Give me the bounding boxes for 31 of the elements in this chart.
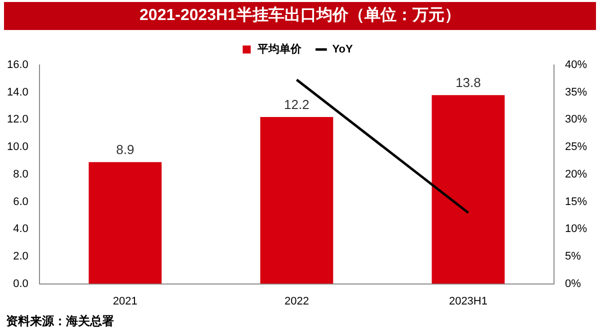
y-tick-label: 6.0	[13, 196, 28, 208]
y-tick-label: 2.0	[13, 250, 28, 262]
y2-tick-label: 10%	[564, 223, 588, 236]
y-tick-label: 0.0	[13, 278, 28, 290]
y-tick-label: 8.0	[13, 168, 28, 180]
text: 资料来源：海关总署	[5, 313, 115, 330]
y2-tick-label: 25%	[564, 141, 588, 154]
y-tick-label: 14.0	[6, 86, 28, 98]
bar	[260, 116, 334, 284]
y2-tick-label: 20%	[564, 168, 588, 180]
y2-tick-label: 40%	[564, 59, 588, 72]
x-tick-label: 2023H1	[448, 295, 488, 308]
y2-tick-label: 0%	[564, 278, 582, 290]
y-tick-label: 16.0	[6, 59, 28, 72]
x-tick-label: 2021	[112, 295, 138, 308]
legend-label: YoY	[332, 44, 354, 56]
y2-tick-label: 15%	[564, 196, 588, 208]
y2-tick-label: 5%	[564, 250, 582, 262]
y-tick-label: 4.0	[13, 223, 28, 236]
bar	[432, 95, 505, 284]
y-tick-label: 10.0	[6, 141, 28, 154]
legend-label: 平均单价	[256, 42, 303, 56]
data-label: 12.2	[284, 97, 310, 112]
y2-tick-label: 30%	[564, 114, 588, 126]
data-label: 8.9	[116, 142, 134, 158]
x-tick-label: 2022	[284, 295, 309, 308]
chart-title: 2021-2023H1半挂车出口均价（单位：万元）	[4, 2, 596, 30]
y2-tick-label: 35%	[564, 86, 588, 98]
data-label: 13.8	[456, 75, 481, 90]
bar	[88, 162, 162, 284]
y-tick-label: 12.0	[6, 114, 28, 126]
